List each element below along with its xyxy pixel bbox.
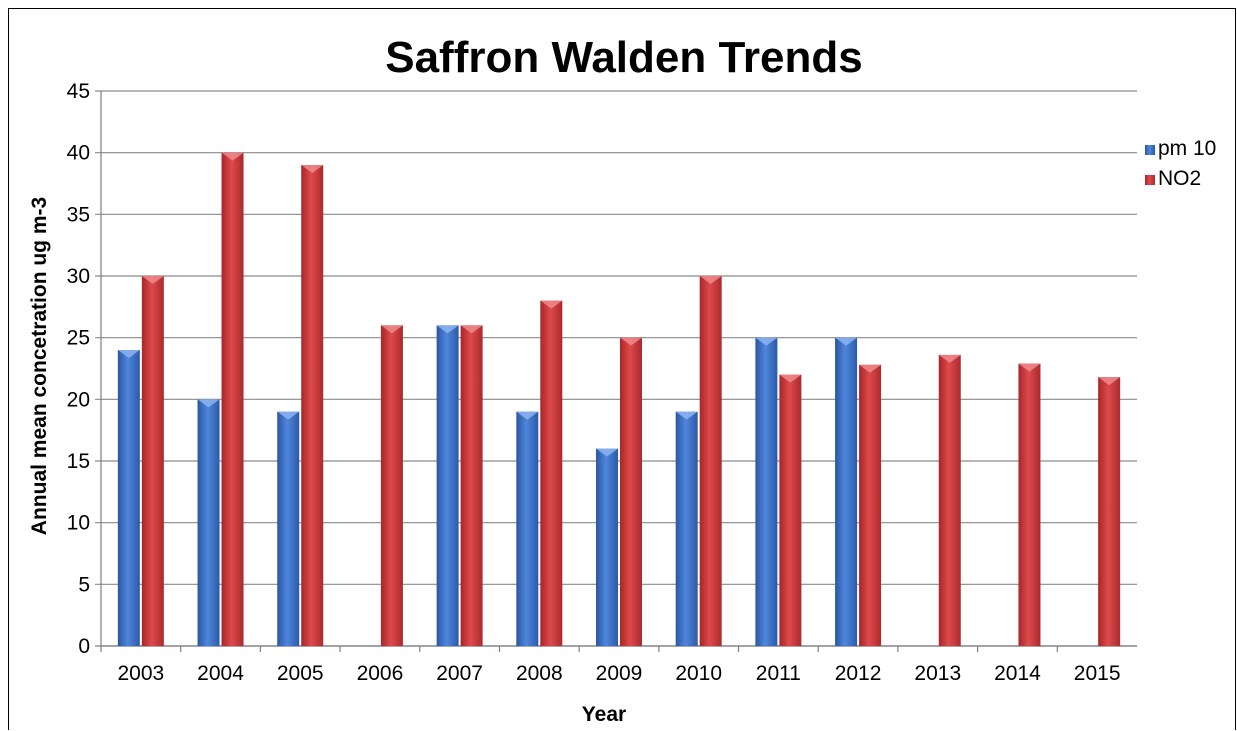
bar-no2-2012	[859, 364, 882, 646]
bar-cap	[301, 165, 324, 173]
bar-no2-2006	[380, 325, 403, 646]
bar-no2-2007	[460, 325, 483, 646]
legend-label: pm 10	[1158, 137, 1216, 160]
bar-cap	[699, 276, 722, 284]
bar-no2-2014	[1018, 363, 1041, 646]
x-tick-label: 2005	[277, 662, 324, 685]
bar-no2-2013	[938, 354, 961, 646]
bar-no2-2009	[620, 337, 642, 646]
legend-label: NO2	[1158, 167, 1201, 190]
bar-cap	[436, 325, 459, 334]
bar-cap	[141, 276, 164, 284]
bar-cap	[755, 337, 778, 346]
y-tick-label: 30	[67, 265, 90, 288]
bar-cap	[1018, 363, 1041, 372]
bar-cap	[596, 448, 618, 457]
y-tick-labels: 0 5 10 15 20 25 30 35 40 45	[67, 80, 90, 658]
bar-pm10-2011	[755, 337, 778, 646]
bar-pm10-2010	[675, 411, 698, 646]
bar-cap	[117, 350, 140, 358]
legend-swatch-no2	[1145, 175, 1155, 185]
bar-pm10-2009	[596, 448, 618, 646]
bar-pm10-2012	[835, 337, 858, 646]
x-tick-label: 2014	[994, 662, 1041, 685]
x-tick-label: 2006	[357, 662, 404, 685]
bar-cap	[516, 411, 539, 420]
bar-pm10-2003	[117, 350, 140, 646]
x-axis-title: Year	[582, 703, 626, 726]
legend-swatch-pm10	[1145, 145, 1155, 155]
x-tick-labels: 2003 2004 2005 2006 2007 2008 2009 2010 2011 2012…	[117, 662, 1120, 685]
bar-no2-2004	[221, 152, 244, 646]
bar-no2-2008	[540, 300, 563, 646]
bar-cap	[779, 374, 802, 383]
bar-cap	[380, 325, 403, 334]
bar-cap	[938, 354, 961, 363]
bar-no2-2011	[779, 374, 802, 646]
bar-cap	[460, 325, 483, 334]
x-tick-label: 2009	[596, 662, 643, 685]
bars	[117, 152, 1121, 646]
bar-cap	[197, 399, 220, 408]
bar-cap	[277, 411, 300, 420]
bar-cap	[1098, 377, 1121, 386]
bar-no2-2015	[1098, 377, 1121, 646]
y-tick-label: 0	[78, 635, 90, 658]
bar-no2-2003	[141, 276, 164, 646]
y-tick-label: 15	[67, 450, 90, 473]
y-tick-label: 5	[78, 573, 90, 596]
x-tick-label: 2008	[516, 662, 563, 685]
y-tick-label: 45	[67, 80, 90, 103]
x-tick-label: 2003	[117, 662, 164, 685]
bar-cap	[859, 364, 882, 373]
y-tick-label: 40	[67, 142, 90, 165]
y-tick-label: 35	[67, 203, 90, 226]
bar-cap	[675, 411, 698, 420]
bar-pm10-2005	[277, 411, 300, 646]
bar-pm10-2007	[436, 325, 459, 646]
bar-cap	[221, 152, 244, 161]
y-axis-title: Annual mean concetration ug m-3	[28, 197, 51, 535]
bar-no2-2005	[301, 165, 324, 646]
bar-pm10-2008	[516, 411, 539, 646]
bar-cap	[620, 337, 642, 346]
legend: pm 10 NO2	[1145, 137, 1216, 190]
x-tick-label: 2007	[436, 662, 483, 685]
bar-cap	[835, 337, 858, 346]
x-tick-label: 2004	[197, 662, 244, 685]
chart-title: Saffron Walden Trends	[385, 33, 863, 82]
y-tick-label: 20	[67, 388, 90, 411]
x-tick-label: 2013	[914, 662, 961, 685]
y-tick-label: 10	[67, 512, 90, 535]
x-tick-label: 2010	[675, 662, 722, 685]
x-tick-label: 2011	[756, 662, 801, 685]
bar-cap	[540, 300, 563, 309]
bar-pm10-2004	[197, 399, 220, 646]
y-tick-label: 25	[67, 327, 90, 350]
x-tick-label: 2012	[835, 662, 882, 685]
bar-no2-2010	[699, 276, 722, 646]
x-tick-label: 2015	[1074, 662, 1121, 685]
